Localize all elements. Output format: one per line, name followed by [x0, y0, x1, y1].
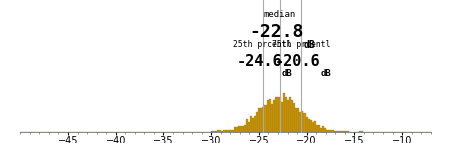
Bar: [283, 93, 285, 132]
Bar: [213, 131, 215, 132]
Bar: [260, 108, 262, 132]
Bar: [293, 103, 295, 132]
Bar: [250, 116, 252, 132]
Bar: [291, 100, 293, 132]
Bar: [219, 130, 221, 132]
Bar: [345, 131, 346, 132]
Bar: [361, 131, 363, 132]
Bar: [334, 131, 336, 132]
Bar: [336, 131, 338, 132]
Bar: [320, 128, 322, 132]
Bar: [230, 130, 232, 132]
Text: dB: dB: [320, 69, 331, 78]
Bar: [217, 131, 219, 132]
Bar: [267, 100, 269, 132]
Bar: [240, 126, 242, 132]
Text: -20.6: -20.6: [275, 54, 320, 69]
Bar: [330, 130, 332, 132]
Bar: [238, 126, 240, 132]
Bar: [223, 130, 226, 132]
Bar: [275, 97, 277, 132]
Bar: [215, 131, 217, 132]
Bar: [295, 108, 297, 132]
Bar: [234, 127, 236, 132]
Bar: [242, 126, 244, 132]
Bar: [289, 97, 291, 132]
Bar: [246, 119, 248, 132]
Bar: [322, 126, 324, 132]
Bar: [262, 107, 264, 132]
Bar: [271, 104, 273, 132]
Bar: [269, 99, 271, 132]
Bar: [299, 112, 301, 132]
Bar: [338, 131, 341, 132]
Bar: [332, 130, 334, 132]
Bar: [314, 121, 316, 132]
Bar: [248, 122, 250, 132]
Bar: [316, 125, 318, 132]
Bar: [308, 120, 310, 132]
Bar: [297, 108, 299, 132]
Bar: [273, 100, 275, 132]
Bar: [244, 125, 246, 132]
Bar: [221, 131, 223, 132]
Text: -22.8: -22.8: [249, 23, 304, 41]
Text: 25th prcentl: 25th prcentl: [234, 40, 292, 49]
Bar: [232, 130, 234, 132]
Bar: [304, 113, 305, 132]
Bar: [228, 130, 230, 132]
Bar: [226, 130, 228, 132]
Bar: [342, 131, 345, 132]
Bar: [359, 131, 361, 132]
Bar: [346, 131, 349, 132]
Bar: [328, 130, 330, 132]
Text: dB: dB: [304, 40, 315, 50]
Bar: [326, 130, 328, 132]
Bar: [211, 131, 213, 132]
Bar: [277, 97, 279, 132]
Bar: [254, 116, 256, 132]
Bar: [236, 127, 238, 132]
Text: dB: dB: [282, 69, 293, 78]
Bar: [279, 97, 281, 132]
Bar: [301, 111, 304, 132]
Bar: [341, 131, 342, 132]
Bar: [312, 122, 314, 132]
Bar: [310, 120, 312, 132]
Text: median: median: [264, 10, 296, 19]
Bar: [324, 128, 326, 132]
Bar: [281, 102, 283, 132]
Bar: [287, 100, 289, 132]
Bar: [285, 97, 287, 132]
Text: 75th prcentl: 75th prcentl: [272, 40, 330, 49]
Bar: [256, 112, 258, 132]
Bar: [305, 117, 308, 132]
Text: -24.6: -24.6: [236, 54, 282, 69]
Bar: [258, 108, 260, 132]
Bar: [252, 118, 254, 132]
Bar: [264, 105, 267, 132]
Bar: [318, 125, 320, 132]
